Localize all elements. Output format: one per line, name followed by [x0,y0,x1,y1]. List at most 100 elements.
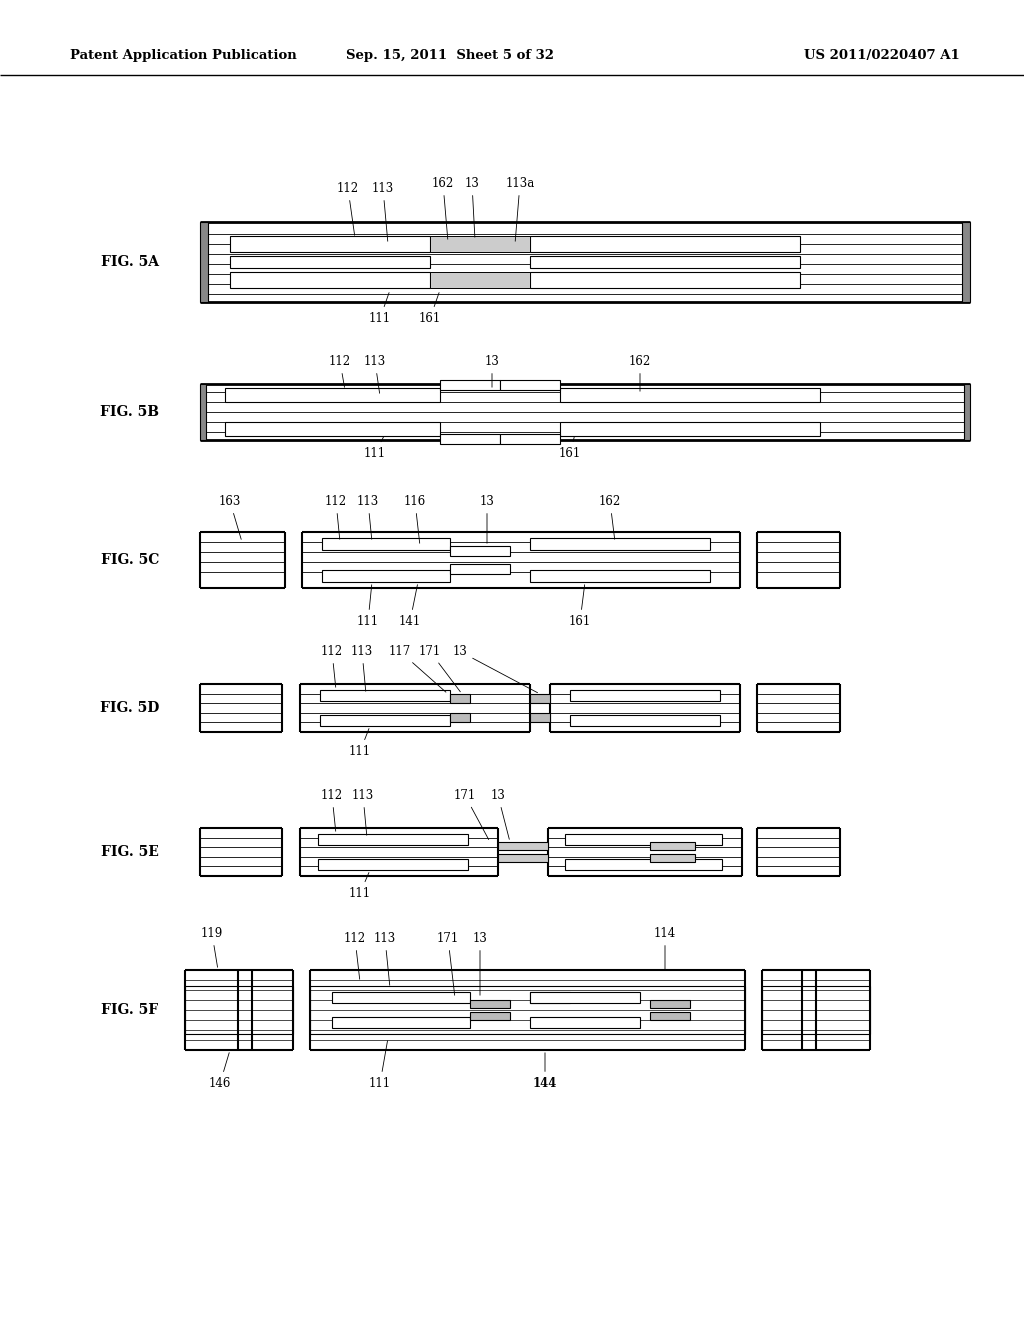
Bar [450,694,470,704]
Text: 116: 116 [403,495,426,544]
Text: FIG. 5D: FIG. 5D [100,701,160,715]
Text: 161: 161 [569,585,591,628]
Bar [530,236,800,252]
Text: 117: 117 [389,645,445,692]
Bar [530,694,550,704]
Bar [570,715,720,726]
Bar [530,570,710,582]
Text: 111: 111 [369,1040,391,1090]
Bar [530,1016,640,1028]
Text: 112: 112 [337,182,359,235]
Text: 111: 111 [357,585,379,628]
Text: 13: 13 [453,645,538,693]
Bar [450,564,510,574]
Text: 112: 112 [325,495,347,540]
Bar [200,222,208,302]
Bar [500,434,560,444]
Bar [470,1012,510,1020]
Text: 171: 171 [454,789,488,840]
Bar [565,859,722,870]
Bar [530,993,640,1003]
Text: 111: 111 [364,437,386,459]
Text: 114: 114 [654,927,676,969]
Bar [322,570,450,582]
Bar [560,388,820,403]
Bar [962,222,970,302]
Bar [565,834,722,845]
Text: 113: 113 [352,789,374,836]
Bar [470,1001,510,1008]
Text: FIG. 5A: FIG. 5A [101,255,159,269]
Text: FIG. 5F: FIG. 5F [101,1003,159,1016]
Bar [570,690,720,701]
Bar [319,690,450,701]
Bar [430,272,530,288]
Text: 13: 13 [465,177,479,238]
Bar [498,842,548,850]
Text: 112: 112 [321,645,343,688]
Bar [230,236,430,252]
Bar [230,256,430,268]
Text: US 2011/0220407 A1: US 2011/0220407 A1 [804,49,961,62]
Text: 111: 111 [349,873,371,900]
Bar [650,842,695,850]
Text: 119: 119 [201,927,223,968]
Text: 113a: 113a [506,177,535,242]
Bar [450,713,470,722]
Bar [560,422,820,436]
Bar [225,388,440,403]
Text: FIG. 5C: FIG. 5C [100,553,159,568]
Text: 162: 162 [629,355,651,391]
Text: 161: 161 [419,293,441,325]
Bar [530,256,800,268]
Bar [440,434,500,444]
Bar [500,380,560,389]
Text: 144: 144 [532,1053,557,1090]
Text: FIG. 5E: FIG. 5E [101,845,159,859]
Text: 13: 13 [472,932,487,995]
Bar [430,236,530,252]
Text: 13: 13 [490,789,509,840]
Text: 162: 162 [599,495,622,540]
Text: FIG. 5B: FIG. 5B [100,405,160,418]
Bar [498,854,548,862]
Bar [318,834,468,845]
Text: 13: 13 [479,495,495,544]
Text: 162: 162 [432,177,454,239]
Bar [318,859,468,870]
Bar [650,854,695,862]
Text: 111: 111 [369,293,391,325]
Text: 171: 171 [419,645,461,692]
Text: 113: 113 [372,182,394,242]
Text: 112: 112 [344,932,366,979]
Bar [332,993,470,1003]
Bar [530,993,570,1003]
Text: 171: 171 [437,932,459,995]
Text: 13: 13 [484,355,500,387]
Bar [530,713,550,722]
Bar [964,384,970,440]
Bar [322,539,450,550]
Bar [450,546,510,556]
Text: 112: 112 [329,355,351,387]
Text: 111: 111 [349,729,371,758]
Text: 113: 113 [357,495,379,540]
Text: Patent Application Publication: Patent Application Publication [70,49,297,62]
Bar [650,1001,690,1008]
Text: 161: 161 [559,437,582,459]
Text: 113: 113 [374,932,396,985]
Bar [650,1012,690,1020]
Text: Sep. 15, 2011  Sheet 5 of 32: Sep. 15, 2011 Sheet 5 of 32 [346,49,554,62]
Text: 113: 113 [351,645,373,692]
Text: 112: 112 [321,789,343,832]
Bar [530,539,710,550]
Bar [332,1016,470,1028]
Bar [319,715,450,726]
Bar [200,384,206,440]
Text: 163: 163 [219,495,242,540]
Text: 113: 113 [364,355,386,393]
Bar [225,422,440,436]
Bar [230,272,430,288]
Text: 146: 146 [209,1052,231,1090]
Bar [530,272,800,288]
